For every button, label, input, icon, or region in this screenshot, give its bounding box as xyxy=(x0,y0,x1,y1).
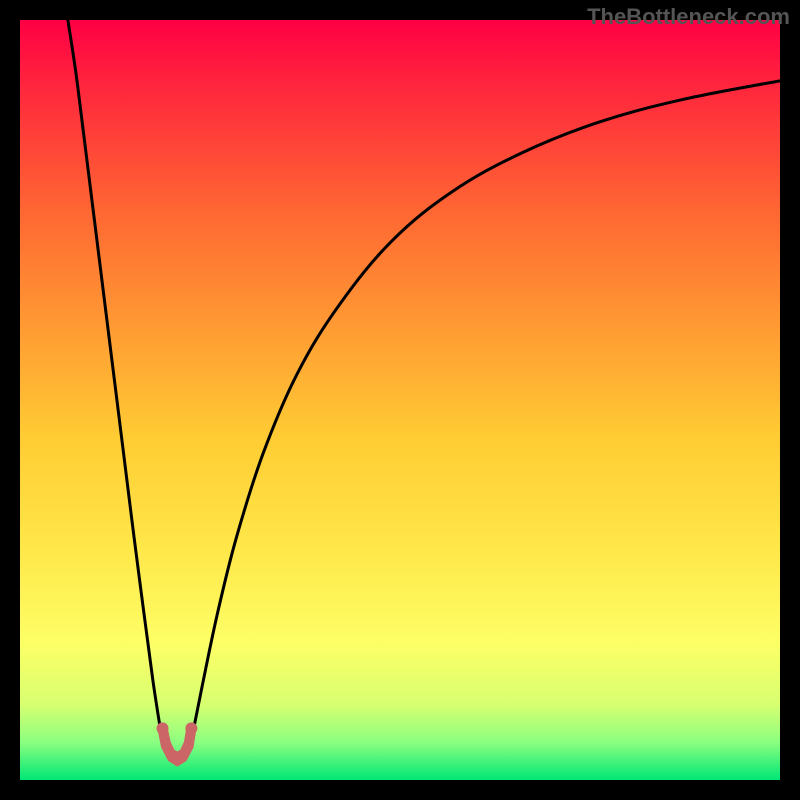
trough-u-marker-cap xyxy=(185,722,197,734)
bottleneck-chart: TheBottleneck.com xyxy=(0,0,800,800)
watermark-text: TheBottleneck.com xyxy=(587,4,790,30)
chart-svg xyxy=(0,0,800,800)
plot-background xyxy=(20,20,780,780)
trough-u-marker-cap xyxy=(157,722,169,734)
